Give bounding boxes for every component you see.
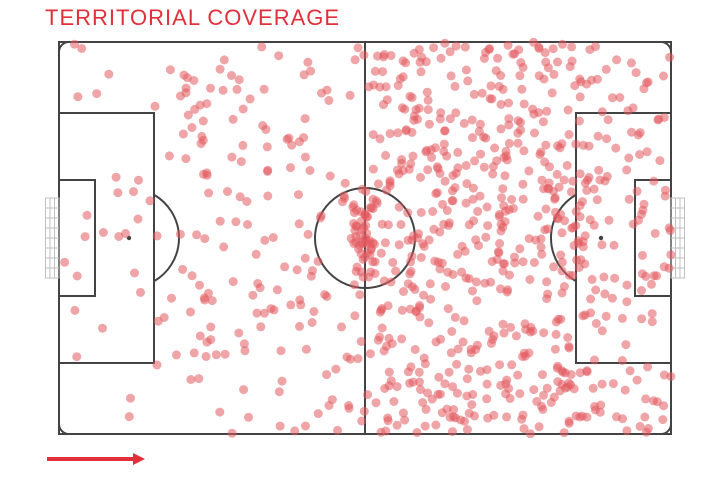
arrow-svg <box>45 450 165 468</box>
pitch-container <box>45 38 685 438</box>
chart-title: TERRITORIAL COVERAGE <box>45 5 340 31</box>
pitch-svg <box>45 38 685 438</box>
direction-arrow <box>45 450 165 468</box>
coverage-dots <box>60 38 675 438</box>
